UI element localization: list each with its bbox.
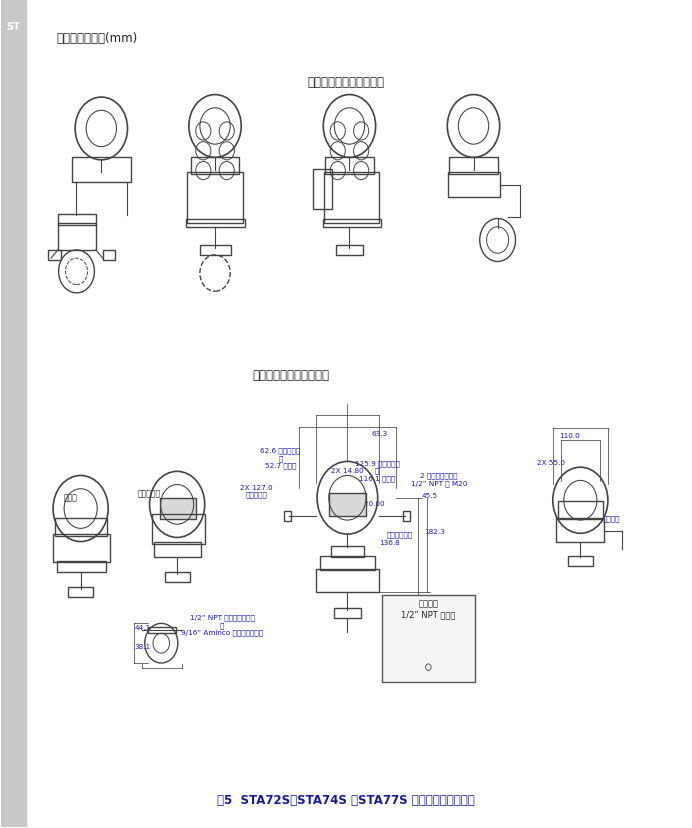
Bar [69,587,93,597]
Bar [58,214,95,226]
Bar [320,556,375,570]
Bar [102,251,115,261]
Bar [425,664,432,676]
Bar [558,502,603,520]
Text: 带可选显示: 带可选显示 [138,489,161,498]
Bar [154,542,201,557]
Bar [331,546,364,557]
Text: 125.9 带可选显示
或
116.1 无显示: 125.9 带可选显示 或 116.1 无显示 [354,460,399,481]
Bar [72,158,131,183]
Text: 2 个电气接口可选
1/2” NPT 或 M20: 2 个电气接口可选 1/2” NPT 或 M20 [411,472,467,486]
Text: 2X 55.0: 2X 55.0 [537,460,565,465]
Bar [423,656,434,666]
Text: 44.1: 44.1 [135,624,151,630]
Bar [186,219,245,228]
Bar [403,512,410,522]
Bar [313,170,332,209]
Bar [448,173,500,198]
Text: ST: ST [6,22,20,32]
Bar [188,173,243,224]
Text: 182.3: 182.3 [424,528,444,534]
Bar [55,518,107,537]
Bar [325,158,374,175]
Text: 安装图：（在线式设计）: 安装图：（在线式设计） [307,75,385,89]
Text: 2X 20.00: 2X 20.00 [352,501,385,507]
Bar [147,627,176,633]
Bar [329,493,366,517]
Text: 1/2” NPT 内螺纹压力连接
或
9/16” Aminco 内螺纹压力连接: 1/2” NPT 内螺纹压力连接 或 9/16” Aminco 内螺纹压力连接 [181,614,263,636]
Text: 2X 14.80: 2X 14.80 [331,468,364,474]
Bar [53,535,109,562]
Bar [57,561,106,572]
Bar [191,158,239,175]
Bar [449,158,498,175]
Text: 参考尺寸：毫米(mm): 参考尺寸：毫米(mm) [57,32,138,45]
Text: 45.5: 45.5 [422,493,438,498]
Text: 136.8: 136.8 [379,539,400,546]
Bar [334,609,361,619]
Bar [568,556,593,566]
Bar [160,498,196,520]
Bar [416,643,441,651]
Text: 尺寸图：（在线式设计）: 尺寸图：（在线式设计） [253,368,329,382]
Text: 可选外部接地: 可选外部接地 [387,532,413,537]
Bar [1,2,26,826]
Bar [200,246,231,256]
Bar [382,595,475,682]
Bar [322,219,381,228]
Bar [316,569,379,592]
Text: 2X 127.0
盖广播间距: 2X 127.0 盖广播间距 [240,484,273,498]
Bar [58,224,95,251]
Bar [284,512,291,522]
Text: 其他连接
1/2” NPT 外螺纹: 其他连接 1/2” NPT 外螺纹 [401,599,455,619]
Bar [324,173,379,224]
Bar [165,572,190,582]
Text: 110.0: 110.0 [560,432,581,438]
Text: 62.6 带可选显示
或
52.7 无显示: 62.6 带可选显示 或 52.7 无显示 [260,447,300,469]
Bar [556,519,604,542]
Text: 63.3: 63.3 [371,431,387,436]
Bar [336,246,363,256]
Text: 图5  STA72S、STA74S 和STA77S 的典型基安装尺寸图: 图5 STA72S、STA74S 和STA77S 的典型基安装尺寸图 [217,793,475,806]
Text: 38.1: 38.1 [135,643,151,649]
Bar [420,649,437,657]
Bar [152,515,206,544]
Text: 旋转接头: 旋转接头 [603,515,620,522]
Text: 无显示: 无显示 [64,493,78,502]
Bar [48,251,61,261]
